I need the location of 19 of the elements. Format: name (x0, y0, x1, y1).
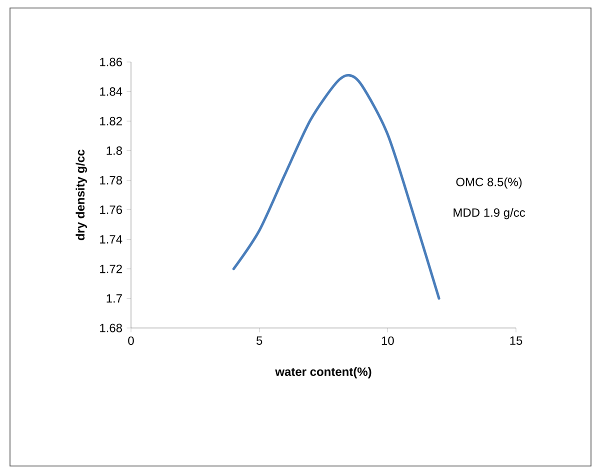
line-series (232, 74, 440, 300)
y-axis-title: dry density g/cc (76, 150, 87, 240)
y-tick-label: 1.74 (100, 235, 122, 244)
x-tick-label: 0 (128, 336, 134, 345)
y-tick-label: 1.86 (100, 58, 122, 66)
x-axis-title: water content(%) (275, 367, 372, 378)
y-tick-label: 1.72 (100, 264, 122, 274)
y-tick-label: 1.84 (100, 87, 122, 96)
annotation: MDD 1.9 g/cc (454, 208, 526, 220)
y-tick-label: 1.76 (100, 206, 122, 214)
x-tick-label: 10 (382, 336, 394, 345)
x-tick-label: 5 (256, 336, 262, 345)
y-tick-label: 1.68 (100, 324, 122, 332)
x-tick-label: 15 (510, 336, 522, 345)
y-tick-label: 1.78 (100, 176, 122, 184)
y-tick-label: 1.7 (106, 294, 122, 303)
annotation: OMC 8.5(%) (456, 177, 522, 189)
y-tick-label: 1.82 (100, 116, 122, 126)
y-tick-label: 1.8 (106, 146, 122, 155)
